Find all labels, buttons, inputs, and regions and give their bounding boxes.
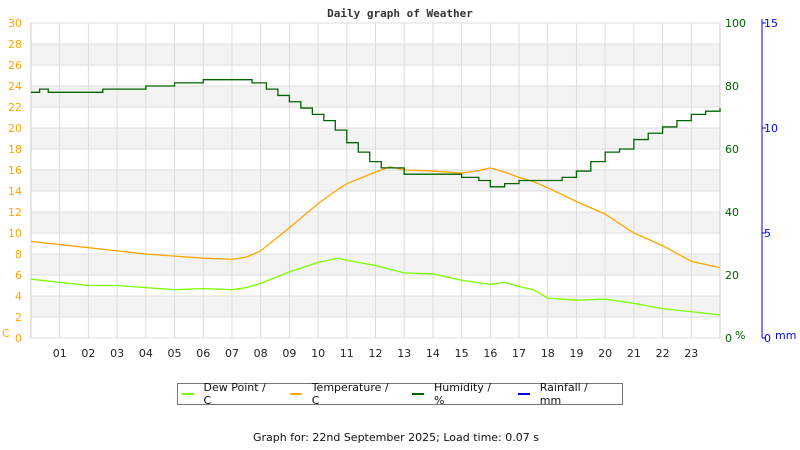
x-tick-label: 22 — [656, 347, 670, 360]
x-tick-label: 19 — [569, 347, 583, 360]
x-tick-label: 14 — [426, 347, 440, 360]
x-tick-label: 07 — [225, 347, 239, 360]
x-tick-label: 17 — [512, 347, 526, 360]
humidity-tick-label: 80 — [725, 80, 739, 93]
left-tick-label: 28 — [8, 38, 22, 51]
left-tick-label: 14 — [8, 185, 22, 198]
left-tick-label: 22 — [8, 101, 22, 114]
x-tick-label: 18 — [541, 347, 555, 360]
left-tick-label: 0 — [15, 332, 22, 345]
left-tick-label: 4 — [15, 290, 22, 303]
legend-swatch — [290, 393, 302, 395]
weather-chart: Daily graph of Weather 02468101214161820… — [2, 7, 796, 360]
left-tick-label: 8 — [15, 248, 22, 261]
x-tick-label: 12 — [369, 347, 383, 360]
left-axis-unit: C — [2, 327, 10, 340]
x-tick-label: 06 — [196, 347, 210, 360]
left-tick-label: 10 — [8, 227, 22, 240]
grid-lines — [30, 22, 721, 339]
legend-swatch — [412, 393, 424, 395]
left-tick-label: 26 — [8, 59, 22, 72]
left-tick-label: 12 — [8, 206, 22, 219]
left-tick-label: 16 — [8, 164, 22, 177]
x-tick-label: 03 — [110, 347, 124, 360]
x-tick-label: 23 — [684, 347, 698, 360]
legend-label: Dew Point / C — [203, 381, 266, 407]
x-tick-label: 01 — [53, 347, 67, 360]
legend-dew-point: Dew Point / C — [182, 381, 274, 407]
rain-tick-label: 5 — [764, 227, 771, 240]
x-tick-label: 20 — [598, 347, 612, 360]
x-tick-label: 08 — [254, 347, 268, 360]
x-tick-label: 13 — [397, 347, 411, 360]
chart-title: Daily graph of Weather — [327, 7, 473, 20]
x-tick-label: 11 — [340, 347, 354, 360]
series-line-temperature — [30, 166, 721, 269]
rain-axis-unit: mm — [775, 329, 796, 342]
legend-label: Temperature / C — [311, 381, 389, 407]
left-tick-label: 6 — [15, 269, 22, 282]
x-tick-label: 04 — [139, 347, 153, 360]
legend-swatch — [518, 393, 530, 395]
x-tick-label: 21 — [627, 347, 641, 360]
humidity-tick-label: 20 — [725, 269, 739, 282]
humidity-tick-label: 0 — [725, 332, 732, 345]
legend-humidity: Humidity / % — [412, 381, 502, 407]
left-tick-label: 18 — [8, 143, 22, 156]
legend: Dew Point / C Temperature / C Humidity /… — [177, 381, 623, 407]
humidity-tick-label: 100 — [725, 17, 746, 30]
series-line-humidity — [31, 79, 721, 188]
humidity-axis-unit: % — [735, 329, 745, 342]
x-tick-label: 09 — [282, 347, 296, 360]
left-tick-label: 2 — [15, 311, 22, 324]
left-tick-label: 30 — [8, 17, 22, 30]
humidity-tick-label: 60 — [725, 143, 739, 156]
legend-rainfall: Rainfall / mm — [518, 381, 610, 407]
x-tick-label: 10 — [311, 347, 325, 360]
x-tick-label: 15 — [455, 347, 469, 360]
left-tick-label: 24 — [8, 80, 22, 93]
series-line-dew — [30, 257, 721, 316]
left-tick-label: 20 — [8, 122, 22, 135]
x-tick-label: 05 — [168, 347, 182, 360]
x-tick-label: 02 — [81, 347, 95, 360]
legend-swatch — [182, 393, 194, 395]
humidity-tick-label: 40 — [725, 206, 739, 219]
series-lines — [30, 79, 721, 316]
legend-label: Humidity / % — [433, 381, 492, 407]
x-tick-label: 16 — [483, 347, 497, 360]
legend-temperature: Temperature / C — [290, 381, 396, 407]
footer-info: Graph for: 22nd September 2025; Load tim… — [253, 431, 539, 444]
rain-tick-label: 0 — [764, 332, 771, 345]
rain-tick-label: 10 — [764, 122, 778, 135]
legend-label: Rainfall / mm — [539, 381, 588, 407]
rain-tick-label: 15 — [764, 17, 778, 30]
